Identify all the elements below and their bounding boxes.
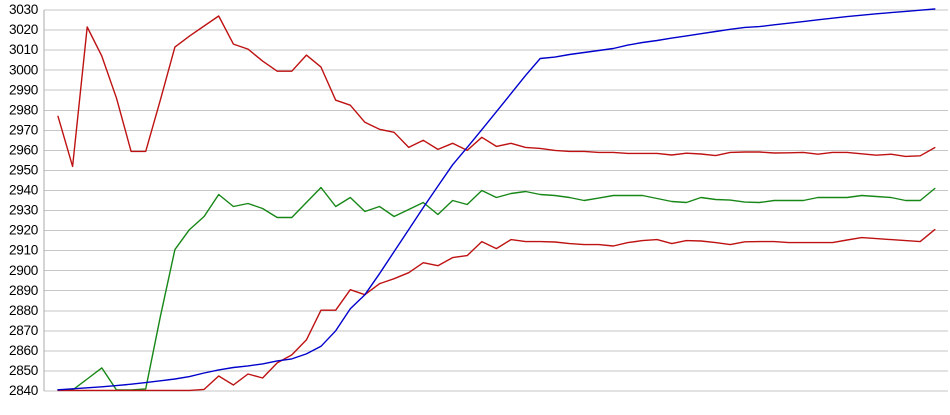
svg-text:2950: 2950 bbox=[9, 163, 39, 178]
svg-text:3030: 3030 bbox=[9, 2, 39, 17]
svg-text:2990: 2990 bbox=[9, 82, 39, 97]
svg-text:2910: 2910 bbox=[9, 243, 39, 258]
svg-text:2930: 2930 bbox=[9, 203, 39, 218]
svg-text:2890: 2890 bbox=[9, 283, 39, 298]
svg-text:2900: 2900 bbox=[9, 263, 39, 278]
svg-text:2940: 2940 bbox=[9, 183, 39, 198]
svg-text:2840: 2840 bbox=[9, 383, 39, 398]
svg-text:2880: 2880 bbox=[9, 303, 39, 318]
svg-text:2980: 2980 bbox=[9, 102, 39, 117]
svg-text:2860: 2860 bbox=[9, 343, 39, 358]
svg-text:3020: 3020 bbox=[9, 22, 39, 37]
svg-text:3010: 3010 bbox=[9, 42, 39, 57]
svg-text:3000: 3000 bbox=[9, 62, 39, 77]
svg-text:2920: 2920 bbox=[9, 223, 39, 238]
svg-text:2970: 2970 bbox=[9, 122, 39, 137]
svg-text:2960: 2960 bbox=[9, 143, 39, 158]
svg-text:2870: 2870 bbox=[9, 323, 39, 338]
svg-text:2850: 2850 bbox=[9, 363, 39, 378]
